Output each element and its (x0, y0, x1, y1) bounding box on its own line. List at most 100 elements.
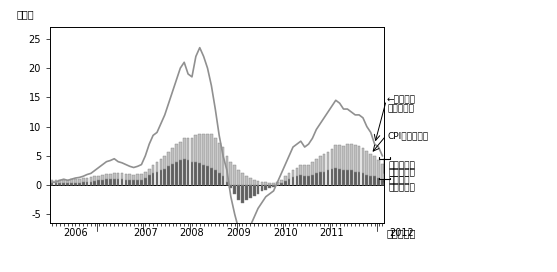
Bar (121, 179, 124, 185)
Bar (265, 185, 267, 190)
Text: （年、月）: （年、月） (386, 228, 416, 238)
Bar (74, 183, 77, 185)
Bar (167, 166, 170, 185)
Bar (125, 174, 127, 180)
Bar (121, 173, 124, 179)
Text: CPI（前年比）: CPI（前年比） (387, 131, 428, 140)
Bar (292, 171, 294, 177)
Text: 非食料価格: 非食料価格 (388, 162, 415, 171)
Bar (194, 135, 197, 162)
Bar (307, 176, 310, 185)
Bar (210, 134, 213, 168)
Bar (206, 134, 209, 166)
Text: 2010: 2010 (273, 228, 297, 238)
Bar (82, 182, 85, 185)
Bar (249, 178, 252, 185)
Bar (133, 180, 135, 185)
Bar (70, 179, 73, 183)
Bar (249, 185, 252, 198)
Bar (183, 159, 185, 185)
Bar (284, 176, 287, 181)
Bar (171, 148, 174, 164)
Bar (292, 177, 294, 185)
Bar (202, 165, 205, 185)
Bar (155, 172, 158, 185)
Bar (346, 171, 349, 185)
Bar (140, 180, 143, 185)
Text: ←食料価格: ←食料価格 (387, 96, 416, 105)
Bar (377, 178, 380, 185)
Bar (86, 178, 89, 182)
Bar (326, 152, 329, 171)
Bar (97, 180, 100, 185)
Bar (202, 134, 205, 165)
Bar (175, 162, 178, 185)
Bar (241, 185, 244, 203)
Bar (350, 171, 353, 185)
Bar (361, 173, 364, 185)
Bar (257, 181, 260, 185)
Bar (206, 166, 209, 185)
Bar (214, 171, 217, 185)
Bar (74, 179, 77, 183)
Bar (300, 175, 302, 185)
Bar (323, 154, 325, 172)
Bar (136, 180, 139, 185)
Bar (373, 156, 376, 176)
Bar (304, 176, 306, 185)
Bar (187, 138, 189, 160)
Bar (163, 156, 166, 169)
Bar (198, 163, 201, 185)
Bar (179, 160, 182, 185)
Bar (272, 183, 275, 185)
Bar (105, 179, 108, 185)
Text: （％）: （％） (17, 9, 35, 19)
Bar (334, 145, 337, 168)
Bar (179, 142, 182, 160)
Bar (78, 179, 81, 183)
Bar (361, 148, 364, 173)
Bar (117, 173, 120, 179)
Bar (198, 134, 201, 163)
Bar (373, 176, 376, 185)
Bar (222, 176, 224, 185)
Bar (218, 173, 221, 185)
Bar (218, 143, 221, 173)
Bar (140, 174, 143, 180)
Bar (381, 180, 384, 185)
Bar (342, 171, 345, 185)
Bar (330, 169, 333, 185)
Bar (70, 183, 73, 185)
Bar (62, 183, 65, 185)
Bar (253, 180, 256, 185)
Bar (148, 169, 150, 175)
Bar (66, 183, 69, 185)
Bar (144, 178, 146, 185)
Bar (280, 180, 283, 183)
Bar (113, 173, 116, 179)
Bar (233, 165, 236, 185)
Bar (268, 185, 271, 188)
Text: 2012: 2012 (389, 228, 414, 238)
Bar (233, 185, 236, 194)
Bar (330, 149, 333, 169)
Bar (62, 180, 65, 183)
Bar (136, 174, 139, 180)
Bar (319, 172, 321, 185)
Bar (58, 183, 61, 185)
Text: （寄与度）: （寄与度） (388, 169, 415, 178)
Text: 2006: 2006 (63, 228, 87, 238)
Bar (338, 169, 341, 185)
Bar (51, 183, 53, 185)
Bar (326, 171, 329, 185)
Bar (311, 175, 314, 185)
Text: 2009: 2009 (226, 228, 251, 238)
Bar (222, 147, 224, 176)
Bar (117, 179, 120, 185)
Bar (365, 151, 368, 175)
Bar (296, 176, 298, 185)
Bar (214, 138, 217, 171)
Bar (133, 175, 135, 180)
Bar (101, 180, 104, 185)
Bar (94, 181, 96, 185)
